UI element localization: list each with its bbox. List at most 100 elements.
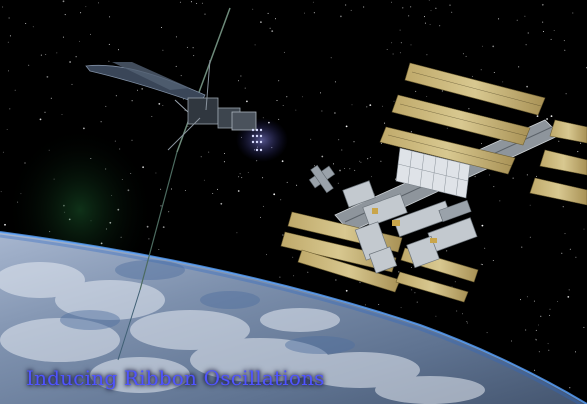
star [446,250,448,252]
star [481,143,482,145]
star [212,193,214,194]
ribbon-climber [85,59,288,162]
star [535,329,537,331]
star [334,81,336,83]
star [200,156,202,158]
star [465,55,467,57]
star [321,155,324,158]
star [337,182,339,184]
star [295,109,297,111]
star [435,315,437,317]
star [439,25,441,27]
star [69,61,71,63]
star [262,177,264,179]
star [286,96,288,98]
star [441,90,443,92]
space-station [280,62,587,303]
star [108,43,110,45]
star [100,121,102,123]
star [481,224,484,227]
star [359,160,360,162]
star [168,211,170,213]
star [430,10,432,12]
star [279,276,281,278]
star [480,69,482,71]
star [240,75,242,77]
star [260,216,261,218]
star [380,160,382,162]
star [456,310,458,312]
star [192,47,194,49]
star [155,172,157,174]
star [533,300,535,302]
star [392,53,394,55]
star [32,26,34,28]
star [237,190,240,192]
star [137,89,138,91]
star [564,49,566,51]
star [520,299,521,301]
star [364,304,366,306]
star [98,2,99,4]
star [402,7,404,9]
star [536,175,537,177]
star [512,177,514,179]
star [535,338,537,340]
star [558,140,560,142]
star [266,254,267,256]
star [471,75,473,77]
star [575,256,577,258]
star [131,139,133,141]
star [8,17,10,19]
star [526,85,528,88]
star [310,138,312,140]
star [246,100,248,103]
star [400,42,402,44]
star [131,100,133,102]
star [238,176,240,178]
star [492,45,495,48]
star [546,118,548,120]
caption-text: Inducing Ribbon Oscillations [26,366,325,390]
star [208,151,210,153]
star [410,6,412,8]
star [9,108,11,110]
star [553,30,555,31]
star [85,6,87,8]
star [416,301,418,303]
star [384,122,386,124]
star [393,100,395,102]
star [353,141,355,143]
star [302,96,303,98]
star [186,46,188,48]
star [39,118,42,121]
star [293,275,295,277]
star [498,18,500,20]
star [345,289,348,292]
star [482,45,483,47]
star [466,322,468,324]
star [241,177,243,179]
star [449,4,451,6]
star [426,96,428,97]
star [64,14,66,16]
star [321,110,323,112]
star [296,184,298,186]
star [527,32,529,34]
star [4,223,6,226]
star [239,173,241,175]
star [534,369,536,371]
star [312,1,314,3]
star [580,142,582,144]
star [369,104,372,106]
star [271,30,274,32]
star [526,296,528,298]
star [411,289,413,291]
star [549,314,551,316]
star [529,236,531,238]
star [50,97,52,99]
star [564,233,566,235]
star [158,103,161,105]
star [162,49,164,51]
